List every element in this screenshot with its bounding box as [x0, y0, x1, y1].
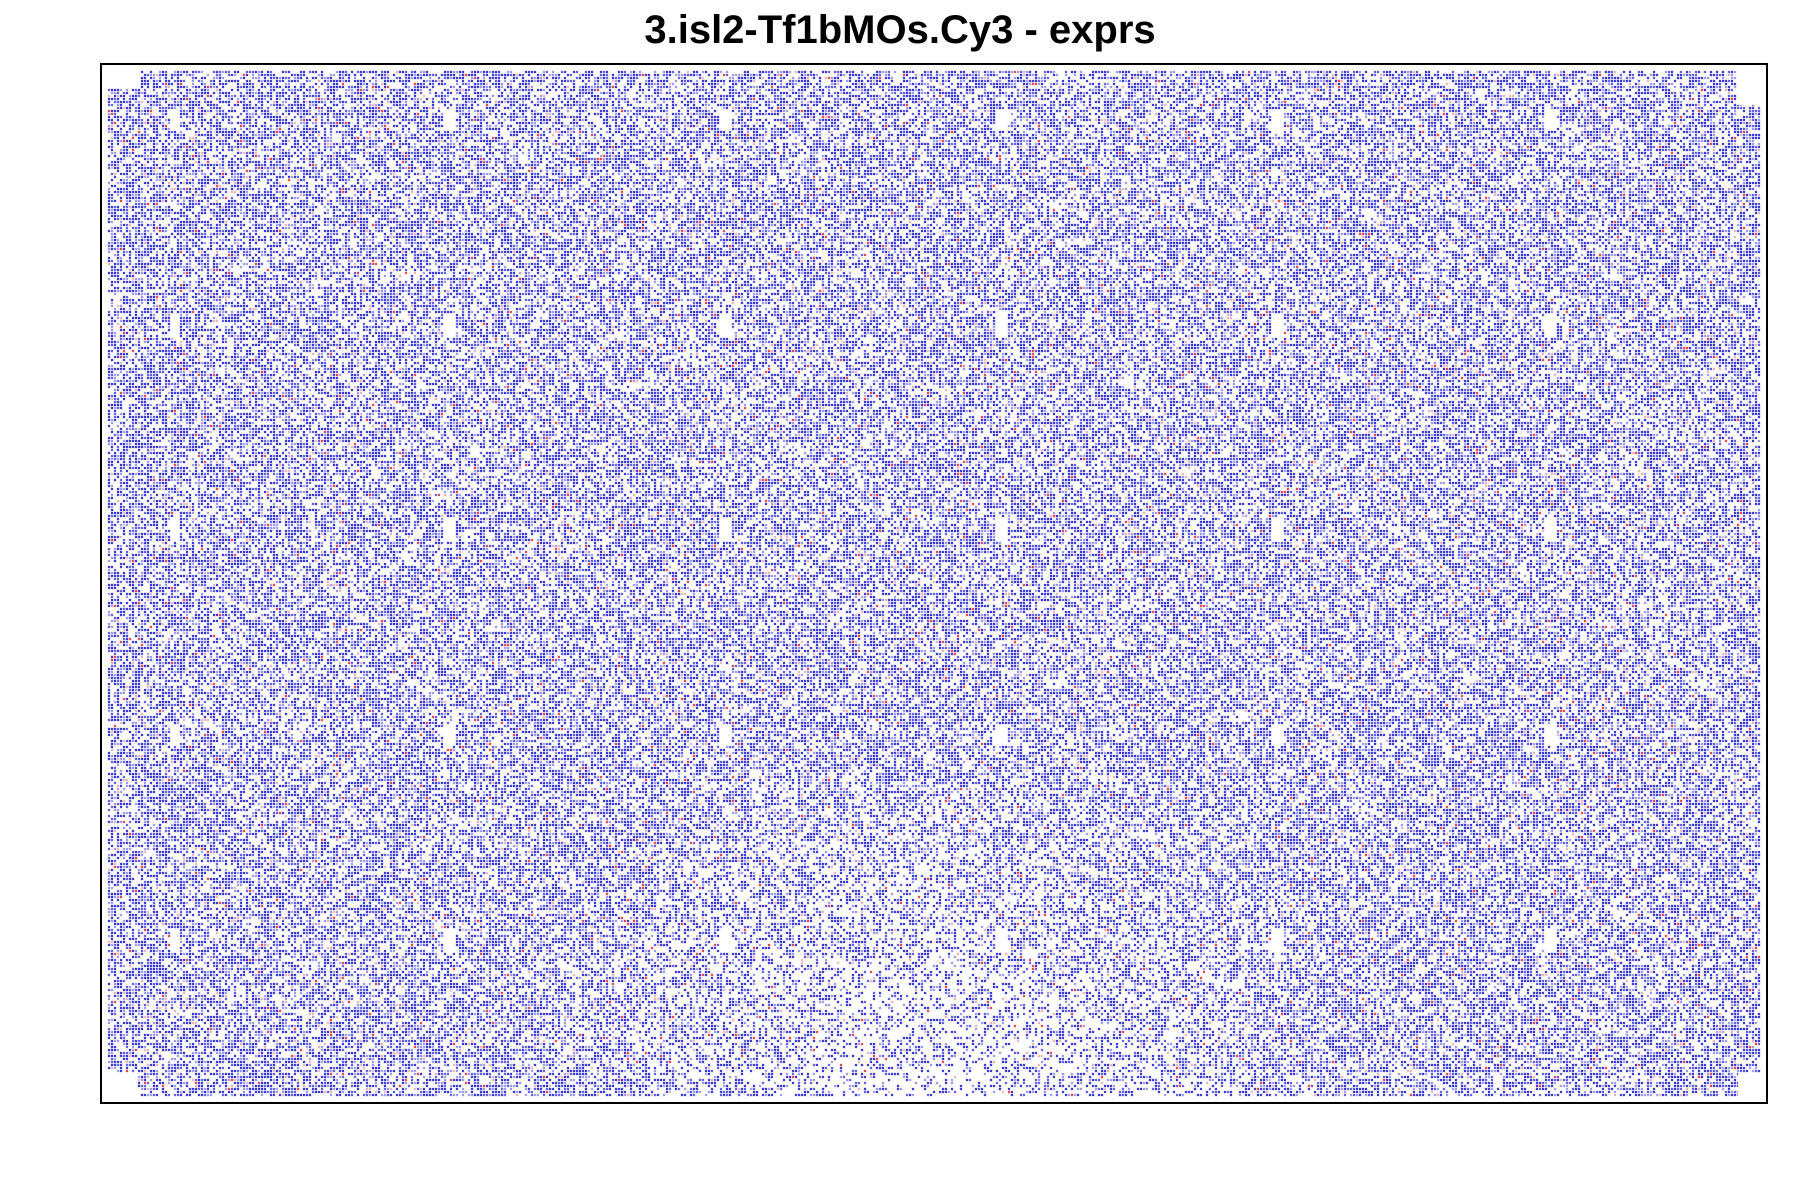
heatmap-cells — [102, 65, 1766, 1102]
plot-area — [100, 63, 1768, 1104]
chart-title: 3.isl2-Tf1bMOs.Cy3 - exprs — [644, 8, 1156, 52]
